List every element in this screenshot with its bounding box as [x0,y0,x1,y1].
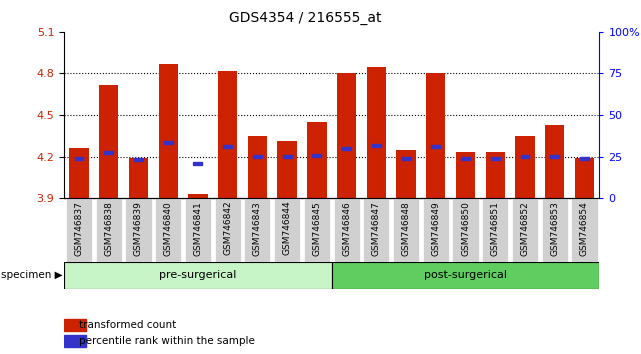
Bar [337,73,356,198]
Bar [491,156,500,160]
Text: GSM746840: GSM746840 [163,201,172,256]
Text: pre-surgerical: pre-surgerical [159,270,237,280]
Bar [342,147,351,150]
Bar [332,262,599,289]
Text: GSM746843: GSM746843 [253,201,262,256]
Bar [367,67,386,198]
Bar [515,136,535,198]
Bar [274,198,300,262]
Text: GSM746851: GSM746851 [491,201,500,256]
Bar [155,198,181,262]
Text: post-surgerical: post-surgerical [424,270,507,280]
Bar [422,198,449,262]
Text: GSM746853: GSM746853 [550,201,559,256]
Bar [64,262,332,289]
Text: GSM746848: GSM746848 [401,201,410,256]
Bar [456,153,475,198]
Bar [253,155,262,158]
Text: specimen ▶: specimen ▶ [1,270,62,280]
Text: GSM746854: GSM746854 [580,201,589,256]
Bar [312,154,321,157]
Bar [512,198,538,262]
Bar [486,153,505,198]
Text: GSM746842: GSM746842 [223,201,232,256]
Bar [482,198,508,262]
Bar [129,158,148,198]
Bar [431,145,440,148]
Bar [580,156,589,160]
Bar [69,148,88,198]
Text: GSM746846: GSM746846 [342,201,351,256]
Bar [542,198,568,262]
Bar [215,198,241,262]
Bar [372,144,381,147]
Bar [393,198,419,262]
Bar [571,198,597,262]
Text: GSM746844: GSM746844 [283,201,292,256]
Text: GSM746845: GSM746845 [312,201,321,256]
Bar [194,162,203,165]
Bar [453,198,479,262]
Bar [545,125,564,198]
Text: transformed count: transformed count [79,320,176,330]
Bar [188,194,208,198]
Bar [244,198,271,262]
Bar [66,198,92,262]
Text: GSM746837: GSM746837 [74,201,83,256]
Bar [134,158,143,161]
Bar [283,155,292,158]
Bar [396,150,416,198]
Text: GSM746839: GSM746839 [134,201,143,256]
Bar [402,156,410,160]
Text: percentile rank within the sample: percentile rank within the sample [79,336,254,346]
Bar [278,141,297,198]
Text: GSM746850: GSM746850 [461,201,470,256]
Bar [223,145,232,148]
Bar [74,156,83,160]
Bar [426,73,445,198]
Bar [304,198,330,262]
Bar [64,335,85,347]
Bar [333,198,360,262]
Bar [104,151,113,154]
Bar [461,156,470,160]
Bar [126,198,151,262]
Text: GSM746849: GSM746849 [431,201,440,256]
Bar [64,319,85,331]
Text: GSM746852: GSM746852 [520,201,529,256]
Text: GSM746841: GSM746841 [194,201,203,256]
Bar [163,141,172,144]
Bar [550,155,559,158]
Bar [218,71,237,198]
Bar [158,64,178,198]
Bar [520,155,529,158]
Text: GSM746847: GSM746847 [372,201,381,256]
Text: GDS4354 / 216555_at: GDS4354 / 216555_at [229,11,381,25]
Bar [247,136,267,198]
Bar [307,122,326,198]
Text: GSM746838: GSM746838 [104,201,113,256]
Bar [575,158,594,198]
Bar [99,85,119,198]
Bar [363,198,389,262]
Bar [185,198,211,262]
Bar [96,198,122,262]
